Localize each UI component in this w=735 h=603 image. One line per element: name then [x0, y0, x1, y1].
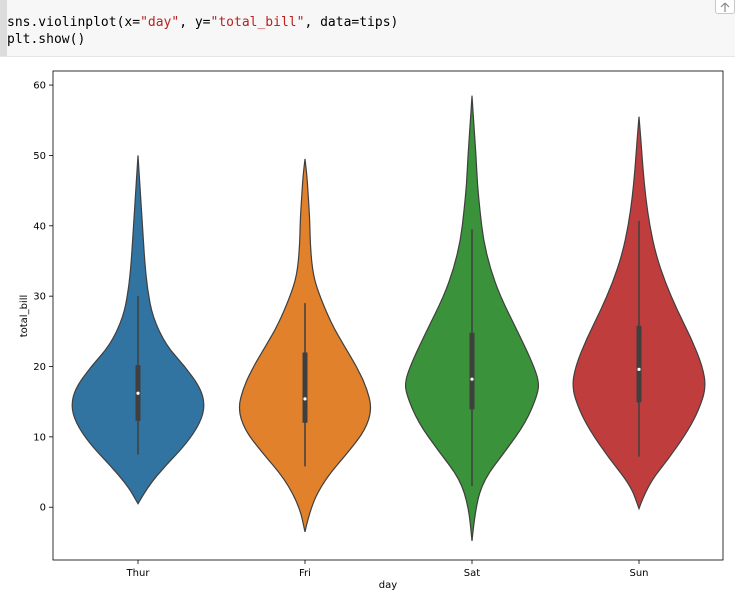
x-tick-label-thur: Thur [126, 568, 151, 579]
x-tick-label-fri: Fri [299, 568, 311, 579]
y-axis-label: total_bill [19, 295, 30, 338]
y-tick-label: 40 [33, 221, 46, 232]
code-editor[interactable]: sns.violinplot(x="day", y="total_bill", … [7, 14, 398, 48]
code-line-2: plt.show() [7, 32, 86, 47]
y-tick-label: 20 [33, 362, 46, 373]
median-point-sat [470, 377, 474, 381]
x-axis-label: day [379, 580, 397, 591]
y-tick-label: 10 [33, 432, 46, 443]
median-point-fri [303, 397, 307, 401]
x-tick-label-sun: Sun [629, 568, 648, 579]
x-tick-label-sat: Sat [464, 568, 480, 579]
y-tick-label: 50 [33, 151, 46, 162]
violin-chart: 0 10 20 30 40 50 60 Thur Fri Sat Sun total_bill d… [19, 70, 724, 591]
y-tick-label: 60 [33, 81, 46, 92]
code-cell[interactable]: sns.violinplot(x="day", y="total_bill", … [0, 0, 735, 57]
y-tick-label: 0 [40, 503, 46, 514]
code-line-1: sns.violinplot(x="day", y="total_bill", … [7, 15, 399, 30]
y-tick-label: 30 [33, 292, 46, 303]
median-point-thur [136, 391, 140, 395]
median-point-sun [637, 367, 641, 371]
arrow-up-icon[interactable] [715, 0, 735, 14]
cell-gutter [0, 0, 7, 56]
